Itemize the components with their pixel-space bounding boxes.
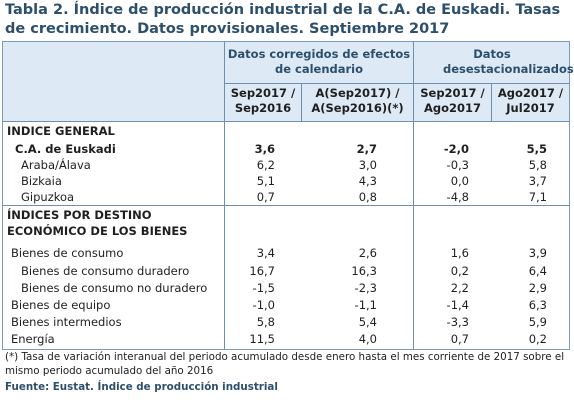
source-line: Fuente: Eustat. Índice de producción ind…	[5, 381, 278, 393]
cell-value: -2,0	[443, 142, 469, 156]
table-row: Bienes de consumo no duradero -1,5 -2,3 …	[3, 280, 569, 296]
cell-value: -0,3	[446, 158, 469, 172]
cell-value: -1,1	[354, 298, 377, 312]
cell-value: 6,4	[528, 264, 547, 278]
cell-value: 16,3	[351, 264, 377, 278]
cell-value: 7,1	[528, 190, 547, 204]
cell-value: 3,9	[528, 246, 547, 260]
group-header-seasonal: Datos desestacionalizados	[443, 47, 574, 76]
cell-value: -1,4	[446, 298, 469, 312]
divider-vertical	[413, 42, 414, 349]
row-label: Bizkaia	[21, 174, 62, 188]
cell-value: 0,0	[450, 174, 469, 188]
cell-value: 5,8	[256, 315, 275, 329]
cell-value: 11,5	[249, 332, 275, 346]
cell-value: 5,4	[358, 315, 377, 329]
data-table: Datos corregidos de efectos de calendari…	[2, 41, 574, 350]
table-row: Bienes intermedios 5,8 5,4 -3,3 5,9	[3, 314, 569, 330]
cell-value: 5,9	[528, 315, 547, 329]
cell-value: 0,2	[528, 332, 547, 346]
column-header-sep-sep: Sep2017 / Sep2016	[230, 86, 296, 115]
cell-value: -2,3	[354, 281, 377, 295]
row-label: Bienes de consumo duradero	[21, 264, 190, 278]
cell-value: -3,3	[446, 315, 469, 329]
row-label: Bienes intermedios	[11, 315, 122, 329]
divider-vertical	[301, 84, 302, 122]
table-row: Bienes de equipo -1,0 -1,1 -1,4 6,3	[3, 297, 569, 313]
cell-value: 0,7	[256, 190, 275, 204]
header-band	[3, 42, 569, 122]
group-header-calendar: Datos corregidos de efectos de calendari…	[227, 47, 411, 76]
cell-value: 4,3	[358, 174, 377, 188]
cell-value: 6,2	[256, 158, 275, 172]
section-heading-destino: ÍNDICES POR DESTINO ECONÓMICO DE LOS BIE…	[7, 208, 188, 238]
table-row: Araba/Álava 6,2 3,0 -0,3 5,8	[3, 157, 569, 173]
cell-value: 16,7	[249, 264, 275, 278]
table-title: Tabla 2. Índice de producción industrial…	[5, 2, 561, 37]
divider-horizontal	[3, 121, 569, 122]
cell-value: -1,5	[252, 281, 275, 295]
column-header-ago-jul: Ago2017 / Jul2017	[497, 86, 564, 115]
table-row: Energía 11,5 4,0 0,7 0,2	[3, 331, 569, 347]
row-label: Gipuzkoa	[21, 190, 75, 204]
cell-value: 5,1	[256, 174, 275, 188]
row-label: C.A. de Euskadi	[15, 142, 116, 156]
divider-vertical	[491, 84, 492, 122]
table-row: Bienes de consumo 3,4 2,6 1,6 3,9	[3, 245, 569, 261]
row-label: Bienes de equipo	[11, 298, 111, 312]
table-row: Bienes de consumo duradero 16,7 16,3 0,2…	[3, 263, 569, 279]
divider-vertical	[224, 42, 225, 349]
cell-value: 0,7	[450, 332, 469, 346]
section-heading-general: INDICE GENERAL	[7, 124, 115, 138]
cell-value: 3,0	[358, 158, 377, 172]
cell-value: 3,6	[254, 142, 275, 156]
cell-value: 3,7	[528, 174, 547, 188]
cell-value: 3,4	[256, 246, 275, 260]
table-row: C.A. de Euskadi 3,6 2,7 -2,0 5,5	[3, 141, 569, 157]
cell-value: 5,8	[528, 158, 547, 172]
cell-value: 6,3	[528, 298, 547, 312]
column-header-sep-ago: Sep2017 / Ago2017	[420, 86, 485, 115]
cell-value: -4,8	[446, 190, 469, 204]
cell-value: -1,0	[252, 298, 275, 312]
cell-value: 0,2	[450, 264, 469, 278]
cell-value: 2,6	[358, 246, 377, 260]
cell-value: 1,6	[450, 246, 469, 260]
table-row: Bizkaia 5,1 4,3 0,0 3,7	[3, 173, 569, 189]
cell-value: 2,2	[450, 281, 469, 295]
row-label: Energía	[11, 332, 55, 346]
cell-value: 5,5	[526, 142, 547, 156]
divider-horizontal	[224, 83, 569, 84]
cell-value: 0,8	[358, 190, 377, 204]
cell-value: 2,9	[528, 281, 547, 295]
footnote: (*) Tasa de variación interanual del per…	[5, 351, 565, 377]
column-header-accumulated: A(Sep2017) / A(Sep2016)(*)	[311, 86, 404, 115]
cell-value: 2,7	[356, 142, 377, 156]
table-row: Gipuzkoa 0,7 0,8 -4,8 7,1	[3, 189, 569, 205]
row-label: Bienes de consumo	[11, 246, 124, 260]
row-label: Araba/Álava	[21, 158, 91, 172]
divider-horizontal	[3, 205, 569, 206]
cell-value: 4,0	[358, 332, 377, 346]
row-label: Bienes de consumo no duradero	[21, 281, 208, 295]
